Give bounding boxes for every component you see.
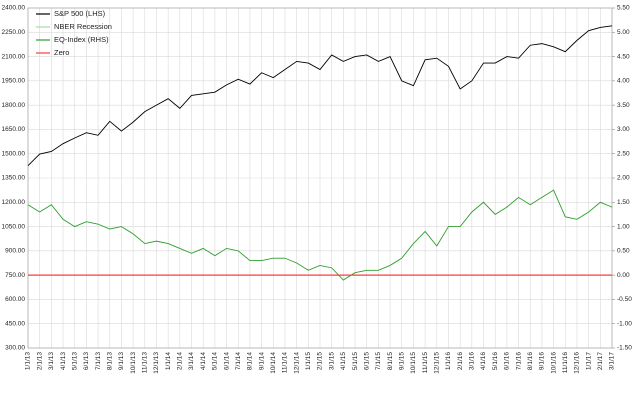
y2-tick-label: 1.00 — [617, 223, 630, 230]
x-tick-label: 10/1/16 — [550, 352, 557, 374]
y-tick-label: 1350.00 — [2, 175, 26, 182]
plot-border — [27, 7, 613, 349]
x-tick-label: 11/1/16 — [562, 352, 569, 374]
y2-tick-label: 5.00 — [617, 29, 630, 36]
x-tick-label: 1/1/15 — [305, 352, 312, 370]
y2-tick-label: 5.50 — [617, 5, 630, 12]
x-tick-label: 7/1/13 — [95, 352, 102, 370]
y-tick-label: 2250.00 — [2, 29, 26, 36]
legend-label: NBER Recession — [54, 22, 112, 31]
series-line — [27, 189, 613, 281]
legend-label: S&P 500 (LHS) — [54, 9, 106, 18]
y2-tick-label: -1.00 — [617, 320, 632, 327]
x-tick-label: 8/1/14 — [247, 352, 254, 370]
y-tick-label: 1650.00 — [2, 126, 26, 133]
x-tick-label: 1/1/16 — [445, 352, 452, 370]
y2-tick-label: -0.50 — [617, 296, 632, 303]
x-tick-label: 8/1/15 — [387, 352, 394, 370]
x-tick-label: 7/1/14 — [235, 352, 242, 370]
x-tick-label: 9/1/14 — [258, 352, 265, 370]
x-tick-label: 4/1/13 — [60, 352, 67, 370]
x-tick-label: 2/1/14 — [177, 352, 184, 370]
x-tick-label: 2/1/16 — [457, 352, 464, 370]
x-tick-label: 8/1/13 — [106, 352, 113, 370]
x-tick-label: 6/1/13 — [83, 352, 90, 370]
y-tick-label: 300.00 — [5, 345, 25, 352]
y2-tick-label: 4.00 — [617, 78, 630, 85]
x-tick-label: 6/1/14 — [223, 352, 230, 370]
x-tick-label: 12/1/16 — [574, 352, 581, 374]
x-tick-label: 4/1/16 — [480, 352, 487, 370]
x-tick-label: 1/1/14 — [165, 352, 172, 370]
x-tick-label: 4/1/15 — [340, 352, 347, 370]
x-tick-label: 3/1/15 — [328, 352, 335, 370]
series-line — [27, 25, 613, 167]
y-tick-label: 1200.00 — [2, 199, 26, 206]
x-tick-label: 9/1/13 — [118, 352, 125, 370]
x-tick-label: 5/1/15 — [352, 352, 359, 370]
x-tick-label: 6/1/15 — [363, 352, 370, 370]
y2-tick-label: 0.00 — [617, 272, 630, 279]
y2-tick-label: 2.50 — [617, 150, 630, 157]
x-tick-label: 3/1/16 — [469, 352, 476, 370]
y2-tick-label: -1.50 — [617, 345, 632, 352]
y-tick-label: 1500.00 — [2, 150, 26, 157]
x-tick-label: 11/1/15 — [422, 352, 429, 374]
x-tick-label: 8/1/16 — [527, 352, 534, 370]
x-tick-label: 11/1/13 — [142, 352, 149, 374]
x-tick-label: 10/1/13 — [130, 352, 137, 374]
x-tick-label: 10/1/14 — [270, 352, 277, 374]
y-tick-label: 2400.00 — [2, 5, 26, 12]
x-tick-label: 1/1/17 — [585, 352, 592, 370]
y2-tick-label: 3.00 — [617, 126, 630, 133]
x-tick-label: 7/1/16 — [515, 352, 522, 370]
x-tick-label: 11/1/14 — [282, 352, 289, 374]
x-tick-label: 2/1/17 — [597, 352, 604, 370]
x-tick-label: 9/1/15 — [398, 352, 405, 370]
legend-label: Zero — [54, 48, 69, 57]
y2-tick-label: 4.50 — [617, 53, 630, 60]
x-tick-label: 4/1/14 — [200, 352, 207, 370]
x-tick-label: 1/1/13 — [25, 352, 32, 370]
y-tick-label: 2100.00 — [2, 53, 26, 60]
x-tick-label: 2/1/13 — [36, 352, 43, 370]
y-tick-label: 900.00 — [5, 248, 25, 255]
y2-tick-label: 2.00 — [617, 175, 630, 182]
y-tick-label: 750.00 — [5, 272, 25, 279]
x-tick-label: 6/1/16 — [504, 352, 511, 370]
x-tick-label: 2/1/15 — [317, 352, 324, 370]
x-tick-label: 5/1/16 — [492, 352, 499, 370]
x-tick-label: 3/1/14 — [188, 352, 195, 370]
y-tick-label: 1050.00 — [2, 223, 26, 230]
x-tick-label: 7/1/15 — [375, 352, 382, 370]
x-tick-label: 3/1/13 — [48, 352, 55, 370]
y-tick-label: 1950.00 — [2, 78, 26, 85]
x-tick-label: 12/1/14 — [293, 352, 300, 374]
x-tick-label: 5/1/14 — [212, 352, 219, 370]
y-tick-label: 1800.00 — [2, 102, 26, 109]
y-tick-label: 600.00 — [5, 296, 25, 303]
x-tick-label: 9/1/16 — [539, 352, 546, 370]
y2-tick-label: 3.50 — [617, 102, 630, 109]
x-tick-label: 12/1/13 — [153, 352, 160, 374]
y2-tick-label: 0.50 — [617, 248, 630, 255]
x-tick-label: 3/1/17 — [609, 352, 616, 370]
legend-label: EQ-Index (RHS) — [54, 35, 109, 44]
x-tick-label: 5/1/13 — [71, 352, 78, 370]
y2-tick-label: 1.50 — [617, 199, 630, 206]
y-tick-label: 450.00 — [5, 320, 25, 327]
x-tick-label: 10/1/15 — [410, 352, 417, 374]
x-tick-label: 12/1/15 — [434, 352, 441, 374]
